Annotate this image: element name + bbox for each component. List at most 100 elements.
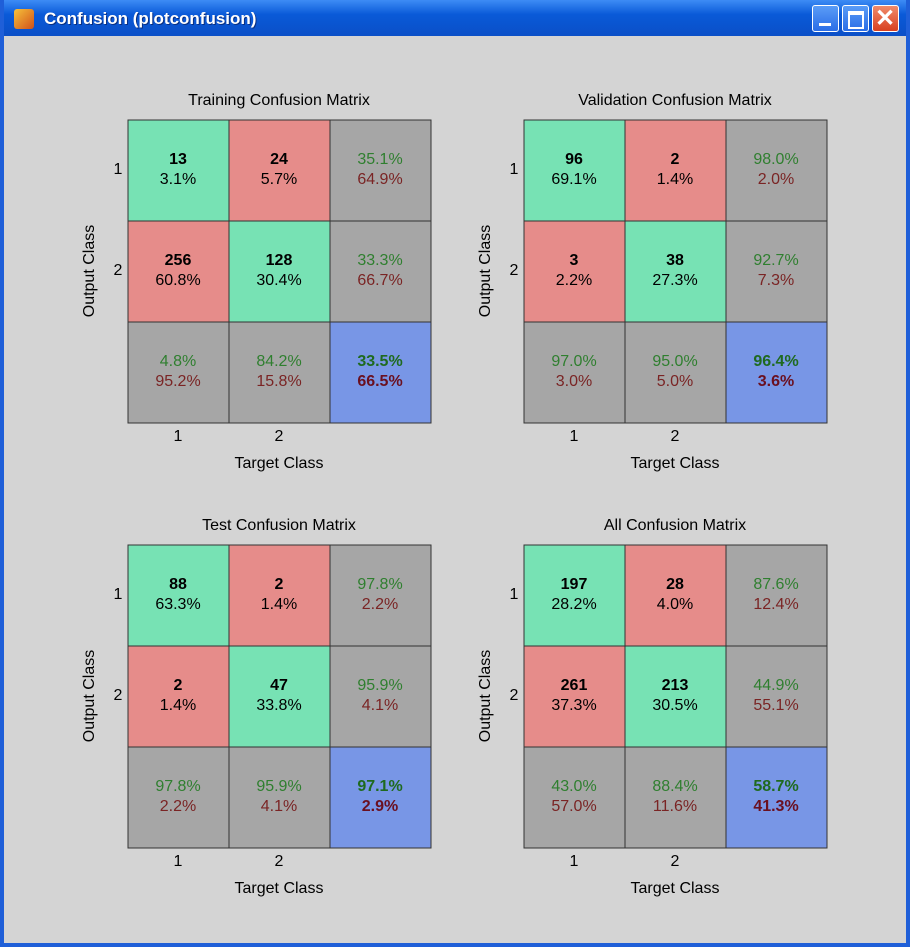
cell-count: 261 [561,677,588,694]
y-axis-label: Output Class [477,225,494,317]
cell-count: 47 [270,677,288,694]
cell-count: 28 [666,576,684,593]
cell-count: 2 [174,677,183,694]
summary-cell [329,645,432,748]
row-summary-correct: 97.8% [357,576,402,593]
x-class-label: 1 [570,428,579,445]
matrix-title: All Confusion Matrix [604,517,746,534]
cell-count: 13 [169,151,187,168]
y-class-label: 2 [114,687,123,704]
confusion-cell [523,220,626,323]
x-class-label: 2 [275,853,284,870]
summary-cell [725,645,828,748]
y-class-label: 2 [114,262,123,279]
confusion-cell [127,544,230,647]
summary-cell [523,746,626,849]
summary-cell [624,746,727,849]
y-class-label: 1 [510,586,519,603]
col-summary-wrong: 95.2% [155,373,200,390]
col-summary-wrong: 2.2% [160,798,196,815]
col-summary-correct: 4.8% [160,353,196,370]
confusion-cell [228,645,331,748]
cell-count: 213 [662,677,689,694]
row-summary-correct: 35.1% [357,151,402,168]
summary-cell [725,220,828,323]
summary-cell [228,321,331,424]
col-summary-wrong: 5.0% [657,373,693,390]
cell-percent: 3.1% [160,171,196,188]
row-summary-wrong: 2.2% [362,596,398,613]
overall-wrong: 2.9% [362,798,398,815]
figure: Training Confusion Matrix Target Class Out… [81,92,828,897]
summary-cell [624,321,727,424]
cell-count: 197 [561,576,588,593]
title-bar: Confusion (plotconfusion) ✕ [4,0,906,36]
col-summary-wrong: 3.0% [556,373,592,390]
overall-cell [725,321,828,424]
x-axis-label: Target Class [235,880,324,897]
cell-percent: 60.8% [155,272,200,289]
x-class-label: 1 [174,428,183,445]
x-axis-label: Target Class [235,455,324,472]
col-summary-wrong: 15.8% [256,373,301,390]
confusion-cell [523,119,626,222]
col-summary-correct: 88.4% [652,778,697,795]
overall-wrong: 41.3% [753,798,798,815]
row-summary-correct: 87.6% [753,576,798,593]
cell-percent: 1.4% [160,697,196,714]
overall-wrong: 66.5% [357,373,402,390]
cell-percent: 1.4% [657,171,693,188]
summary-cell [329,119,432,222]
cell-percent: 30.4% [256,272,301,289]
row-summary-wrong: 12.4% [753,596,798,613]
maximize-button[interactable] [842,5,869,32]
overall-correct: 97.1% [357,778,402,795]
matrix-title: Training Confusion Matrix [188,92,370,109]
x-class-label: 1 [570,853,579,870]
close-button[interactable]: ✕ [872,5,899,32]
overall-correct: 58.7% [753,778,798,795]
cell-percent: 27.3% [652,272,697,289]
col-summary-wrong: 4.1% [261,798,297,815]
col-summary-correct: 95.9% [256,778,301,795]
cell-percent: 5.7% [261,171,297,188]
y-class-label: 2 [510,262,519,279]
cell-percent: 4.0% [657,596,693,613]
row-summary-correct: 95.9% [357,677,402,694]
confusion-cell [523,544,626,647]
summary-cell [329,544,432,647]
cell-count: 24 [270,151,288,168]
cell-percent: 1.4% [261,596,297,613]
confusion-cell [127,645,230,748]
row-summary-wrong: 66.7% [357,272,402,289]
overall-correct: 33.5% [357,353,402,370]
row-summary-wrong: 2.0% [758,171,794,188]
summary-cell [127,746,230,849]
matrix-title: Test Confusion Matrix [202,517,356,534]
cell-percent: 37.3% [551,697,596,714]
confusion-cell [127,119,230,222]
window-title: Confusion (plotconfusion) [44,9,257,28]
confusion-cell [624,220,727,323]
row-summary-correct: 92.7% [753,252,798,269]
row-summary-wrong: 7.3% [758,272,794,289]
row-summary-wrong: 55.1% [753,697,798,714]
overall-correct: 96.4% [753,353,798,370]
col-summary-correct: 97.0% [551,353,596,370]
row-summary-correct: 33.3% [357,252,402,269]
confusion-cell [228,544,331,647]
y-axis-label: Output Class [81,225,98,317]
x-class-label: 2 [275,428,284,445]
confusion-cell [228,220,331,323]
y-axis-label: Output Class [477,650,494,742]
cell-percent: 63.3% [155,596,200,613]
cell-count: 2 [275,576,284,593]
overall-cell [329,746,432,849]
y-class-label: 1 [510,161,519,178]
row-summary-wrong: 64.9% [357,171,402,188]
y-axis-label: Output Class [81,650,98,742]
col-summary-wrong: 57.0% [551,798,596,815]
minimize-button[interactable] [812,5,839,32]
app-icon [14,9,34,29]
